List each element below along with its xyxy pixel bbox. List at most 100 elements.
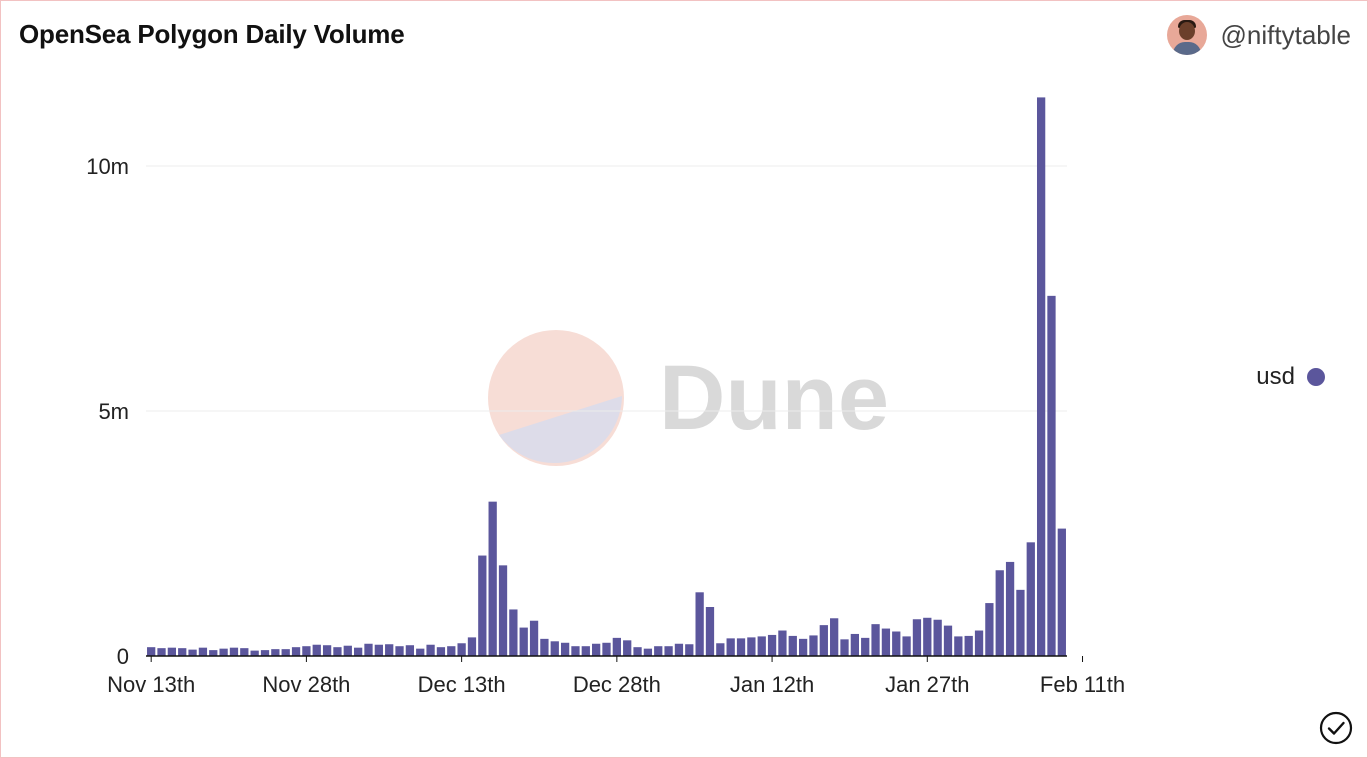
bar[interactable] <box>923 617 932 656</box>
bar[interactable] <box>695 592 704 656</box>
bar[interactable] <box>871 624 880 656</box>
bar[interactable] <box>819 625 828 656</box>
bar[interactable] <box>529 620 539 656</box>
bar[interactable] <box>943 625 953 656</box>
watermark-logo-bottom <box>499 396 622 464</box>
bar[interactable] <box>333 647 342 656</box>
bar[interactable] <box>322 645 332 656</box>
bar[interactable] <box>302 646 311 656</box>
check-circle-icon[interactable] <box>1319 711 1353 745</box>
bar[interactable] <box>602 642 611 656</box>
bar[interactable] <box>178 648 187 656</box>
bar[interactable] <box>250 650 259 656</box>
bar[interactable] <box>964 635 973 656</box>
bar[interactable] <box>374 644 383 656</box>
author-handle[interactable]: @niftytable <box>1220 19 1351 50</box>
grid-lines <box>146 165 1067 412</box>
bar[interactable] <box>498 565 508 656</box>
bar[interactable] <box>933 619 942 656</box>
bar[interactable] <box>902 636 911 656</box>
bar[interactable] <box>447 646 456 656</box>
bar[interactable] <box>405 645 415 656</box>
bar[interactable] <box>478 555 487 656</box>
bar[interactable] <box>209 650 218 656</box>
bar[interactable] <box>240 648 249 656</box>
bar[interactable] <box>167 647 177 656</box>
bar[interactable] <box>540 638 549 656</box>
bar[interactable] <box>416 648 425 656</box>
bar[interactable] <box>830 618 839 656</box>
bar[interactable] <box>674 643 684 656</box>
x-tick-label: Feb 11th <box>1040 672 1125 697</box>
bar[interactable] <box>623 640 632 656</box>
bar[interactable] <box>954 636 963 656</box>
avatar[interactable] <box>1166 15 1207 55</box>
watermark-text: Dune <box>659 347 889 449</box>
bar[interactable] <box>912 619 922 656</box>
bar[interactable] <box>550 641 559 656</box>
bar[interactable] <box>385 644 394 656</box>
bar[interactable] <box>343 645 352 656</box>
bar[interactable] <box>633 647 642 656</box>
bar[interactable] <box>705 607 715 656</box>
bar[interactable] <box>716 643 725 656</box>
bar[interactable] <box>892 631 901 657</box>
bar[interactable] <box>612 637 621 656</box>
bar[interactable] <box>747 637 756 656</box>
bar[interactable] <box>767 634 777 656</box>
bar[interactable] <box>861 637 870 656</box>
bar[interactable] <box>778 630 787 656</box>
bar[interactable] <box>736 638 746 656</box>
bar[interactable] <box>488 501 497 656</box>
bar[interactable] <box>592 643 601 656</box>
bar[interactable] <box>467 637 477 656</box>
bar[interactable] <box>147 647 156 656</box>
x-tick-label: Jan 12th <box>730 672 814 697</box>
bar[interactable] <box>1057 528 1066 656</box>
bar[interactable] <box>157 648 166 656</box>
bar[interactable] <box>229 647 239 656</box>
bar[interactable] <box>457 643 466 656</box>
bar[interactable] <box>281 649 290 656</box>
bar[interactable] <box>364 643 373 656</box>
bar[interactable] <box>271 649 280 656</box>
bar[interactable] <box>198 647 208 656</box>
bar[interactable] <box>809 635 818 656</box>
bar[interactable] <box>840 639 849 656</box>
bar[interactable] <box>1026 542 1035 656</box>
bar[interactable] <box>1005 561 1015 656</box>
x-tick-label: Nov 28th <box>262 672 350 697</box>
bar[interactable] <box>260 650 270 656</box>
bar[interactable] <box>788 635 797 656</box>
bar[interactable] <box>757 636 766 656</box>
bar[interactable] <box>426 644 435 656</box>
bar[interactable] <box>509 609 518 656</box>
bar[interactable] <box>436 647 446 656</box>
bar[interactable] <box>219 648 228 656</box>
bar[interactable] <box>354 647 363 656</box>
bar[interactable] <box>1047 295 1056 656</box>
bar[interactable] <box>571 646 580 656</box>
bar[interactable] <box>985 603 994 656</box>
bar[interactable] <box>312 644 321 656</box>
bar[interactable] <box>1036 97 1046 656</box>
bar[interactable] <box>1016 589 1025 656</box>
bar[interactable] <box>974 630 984 656</box>
bar[interactable] <box>654 646 663 656</box>
bar[interactable] <box>643 648 653 656</box>
bar[interactable] <box>726 638 735 656</box>
bar[interactable] <box>291 647 301 656</box>
bar[interactable] <box>798 638 808 656</box>
author-badge[interactable]: @niftytable <box>1166 15 1351 55</box>
bar[interactable] <box>395 646 404 656</box>
bar[interactable] <box>560 642 570 656</box>
bar[interactable] <box>581 646 590 656</box>
bar[interactable] <box>995 570 1004 656</box>
bar[interactable] <box>519 627 528 656</box>
bar[interactable] <box>850 633 859 656</box>
bar[interactable] <box>881 628 891 656</box>
bar[interactable] <box>188 649 197 656</box>
legend[interactable]: usd <box>1256 363 1325 391</box>
bar[interactable] <box>664 646 673 656</box>
bar[interactable] <box>685 644 694 656</box>
